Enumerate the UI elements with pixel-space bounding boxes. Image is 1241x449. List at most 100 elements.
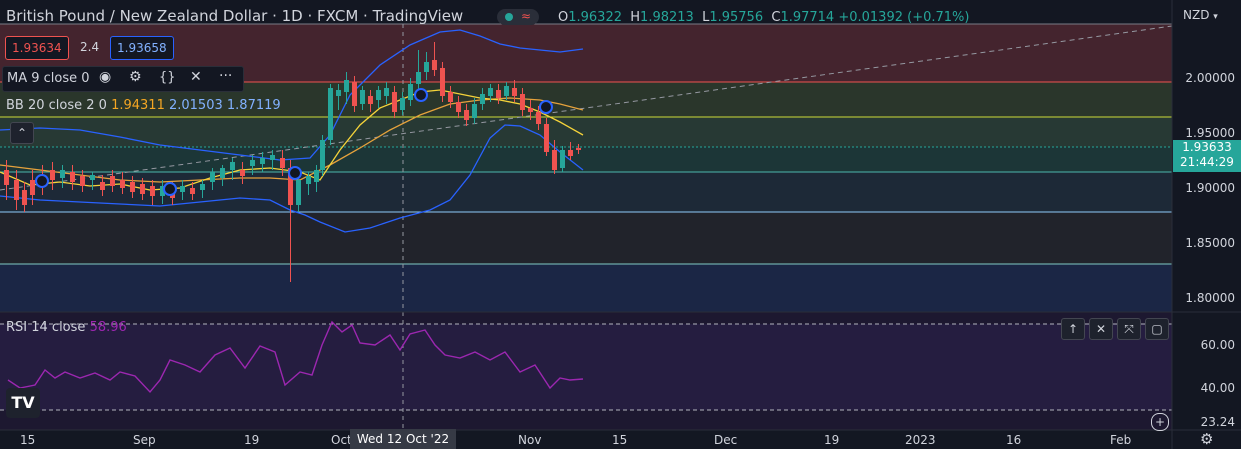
- candle-body: [408, 84, 413, 100]
- buy-button[interactable]: 1.93658: [110, 36, 174, 60]
- time-tick: 15: [20, 433, 36, 447]
- market-status-toggle[interactable]: ≈: [497, 9, 539, 25]
- ma-legend[interactable]: MA 9 close 0 ◉ ⚙ {} ✕ ···: [2, 66, 244, 92]
- signal-marker[interactable]: [539, 100, 553, 114]
- signal-marker[interactable]: [288, 166, 302, 180]
- settings-gear-icon[interactable]: ⚙: [1200, 430, 1214, 448]
- tv-logo-icon: 𝗧𝗩: [11, 393, 35, 412]
- candle-body: [496, 90, 501, 98]
- time-tick: 19: [824, 433, 840, 447]
- wave-icon: ≈: [521, 9, 532, 23]
- candle-body: [180, 186, 185, 192]
- price-tick: 1.80000: [1185, 291, 1235, 305]
- signal-marker[interactable]: [414, 88, 428, 102]
- close-pane-button[interactable]: ✕: [1089, 318, 1113, 340]
- rsi-legend[interactable]: RSI 14 close 58.96: [6, 320, 127, 335]
- collapse-legend-button[interactable]: ⌃: [10, 122, 34, 144]
- candle-body: [464, 110, 469, 120]
- chevron-up-icon: ⌃: [16, 126, 28, 140]
- candle-body: [270, 155, 275, 160]
- candle-body: [80, 176, 85, 186]
- bb-legend[interactable]: BB 20 close 2 0 1.94311 2.01503 1.87119: [6, 98, 281, 113]
- symbol-title[interactable]: British Pound / New Zealand Dollar · 1D …: [6, 7, 464, 25]
- zone-band-green: [0, 117, 1172, 147]
- collapse-icon: ⤧: [1124, 322, 1134, 336]
- candle-body: [528, 108, 533, 112]
- gear-icon[interactable]: ⚙: [129, 69, 142, 85]
- candle-body: [250, 160, 255, 166]
- candle-body: [480, 94, 485, 104]
- tradingview-logo[interactable]: 𝗧𝗩: [6, 388, 40, 418]
- collapse-pane-button[interactable]: ⤧: [1117, 318, 1141, 340]
- candle-body: [14, 180, 19, 200]
- candle-body: [240, 170, 245, 176]
- rsi-tick: 60.00: [1200, 338, 1235, 352]
- sell-button[interactable]: 1.93634: [5, 36, 69, 60]
- candle-body: [344, 80, 349, 92]
- ma-legend-label: MA 9 close 0: [7, 71, 90, 86]
- candle-body: [120, 180, 125, 188]
- signal-marker[interactable]: [163, 182, 177, 196]
- eye-icon[interactable]: ◉: [99, 69, 112, 85]
- price-tick: 1.95000: [1185, 126, 1235, 140]
- time-tick: 19: [244, 433, 260, 447]
- candle-body: [456, 102, 461, 112]
- time-tick: Feb: [1110, 433, 1132, 447]
- add-indicator-button[interactable]: +: [1151, 413, 1169, 431]
- candle-body: [504, 86, 509, 96]
- candle-body: [210, 172, 215, 182]
- rsi-legend-label: RSI 14 close: [6, 320, 86, 335]
- candle-body: [568, 150, 573, 156]
- arrow-up-icon: ↑: [1067, 322, 1079, 336]
- candle-body: [22, 190, 27, 205]
- ohlc-readout: O1.96322 H1.98213 L1.95756 C1.97714 +0.0…: [558, 10, 969, 25]
- close-icon: ✕: [1095, 322, 1107, 336]
- zone-band-blue: [0, 172, 1172, 212]
- candle-body: [368, 96, 373, 104]
- close-label: C: [771, 10, 781, 25]
- candle-body: [488, 88, 493, 96]
- plus-icon: +: [1154, 415, 1166, 429]
- candle-body: [536, 112, 541, 124]
- candle-body: [424, 62, 429, 72]
- price-tick: 1.90000: [1185, 181, 1235, 195]
- close-icon[interactable]: ✕: [190, 69, 202, 85]
- candle-body: [336, 90, 341, 96]
- candle-body: [296, 180, 301, 205]
- candle-body: [448, 92, 453, 102]
- candle-body: [200, 184, 205, 190]
- price-tick: 1.85000: [1185, 236, 1235, 250]
- candle-body: [520, 94, 525, 110]
- change-value: +0.01392 (+0.71%): [838, 10, 970, 25]
- zone-band-teal: [0, 147, 1172, 172]
- time-tick: Dec: [714, 433, 738, 447]
- high-label: H: [630, 10, 641, 25]
- maximize-icon: ▢: [1151, 322, 1163, 336]
- bb-basis-value: 1.94311: [111, 98, 165, 113]
- candle-body: [472, 104, 477, 118]
- candle-body: [90, 175, 95, 180]
- time-tick: 2023: [905, 433, 936, 447]
- move-pane-up-button[interactable]: ↑: [1061, 318, 1085, 340]
- source-code-icon[interactable]: {}: [159, 70, 176, 85]
- more-icon[interactable]: ···: [219, 68, 233, 84]
- candle-body: [306, 176, 311, 184]
- time-tick: Oct: [331, 433, 352, 447]
- currency-selector[interactable]: NZD ▾: [1183, 8, 1218, 22]
- candle-body: [30, 180, 35, 195]
- maximize-pane-button[interactable]: ▢: [1145, 318, 1169, 340]
- bb-lower-line: [0, 124, 584, 233]
- high-value: 1.98213: [640, 10, 694, 25]
- candle-body: [50, 170, 55, 180]
- bb-upper-value: 2.01503: [168, 98, 223, 113]
- rsi-low-label: 23.24: [1200, 415, 1235, 429]
- rsi-tick: 40.00: [1200, 381, 1235, 395]
- candle-body: [432, 60, 437, 70]
- spread-value: 2.4: [80, 40, 100, 54]
- time-tick: 16: [1006, 433, 1022, 447]
- current-price-value: 1.93633: [1182, 140, 1232, 154]
- candle-body: [60, 170, 65, 178]
- signal-marker[interactable]: [35, 174, 49, 188]
